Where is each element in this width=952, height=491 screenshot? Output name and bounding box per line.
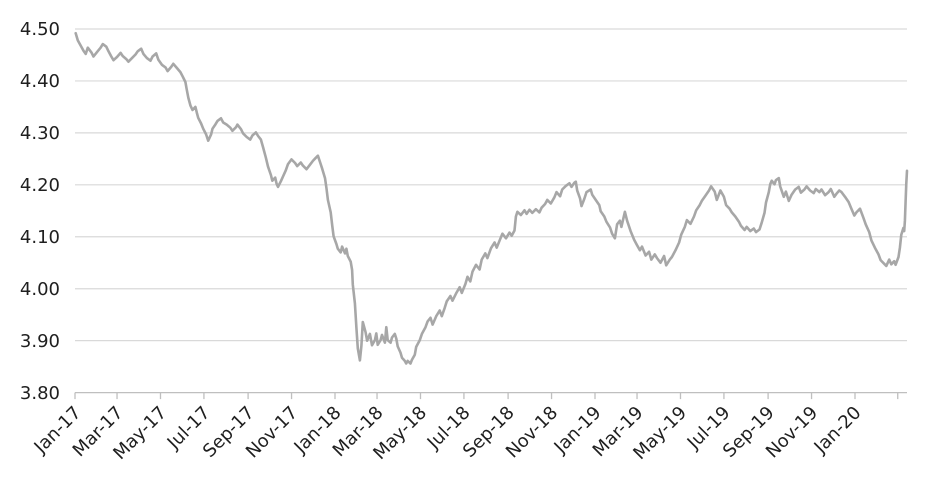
gridlines [75,28,907,342]
y-axis-tick-label: 4.00 [20,279,60,300]
y-axis-labels: 4.50 4.40 4.30 4.20 4.10 4.00 3.90 3.80 [20,19,60,404]
y-axis-tick-label: 4.10 [20,227,60,248]
y-axis-tick-label: 3.80 [20,383,60,404]
y-axis-tick-label: 4.20 [20,175,60,196]
y-axis-tick-label: 4.30 [20,123,60,144]
y-axis-tick-label: 4.50 [20,19,60,40]
x-axis-tick-label: Jan-20 [810,402,866,458]
x-axis-ticks [74,392,899,400]
y-axis-tick-label: 3.90 [20,331,60,352]
series-line [74,31,909,365]
y-axis-tick-label: 4.40 [20,71,60,92]
x-axis-labels: Jan-17Mar-17May-17Jul-17Sep-17Nov-17Jan-… [30,402,866,464]
